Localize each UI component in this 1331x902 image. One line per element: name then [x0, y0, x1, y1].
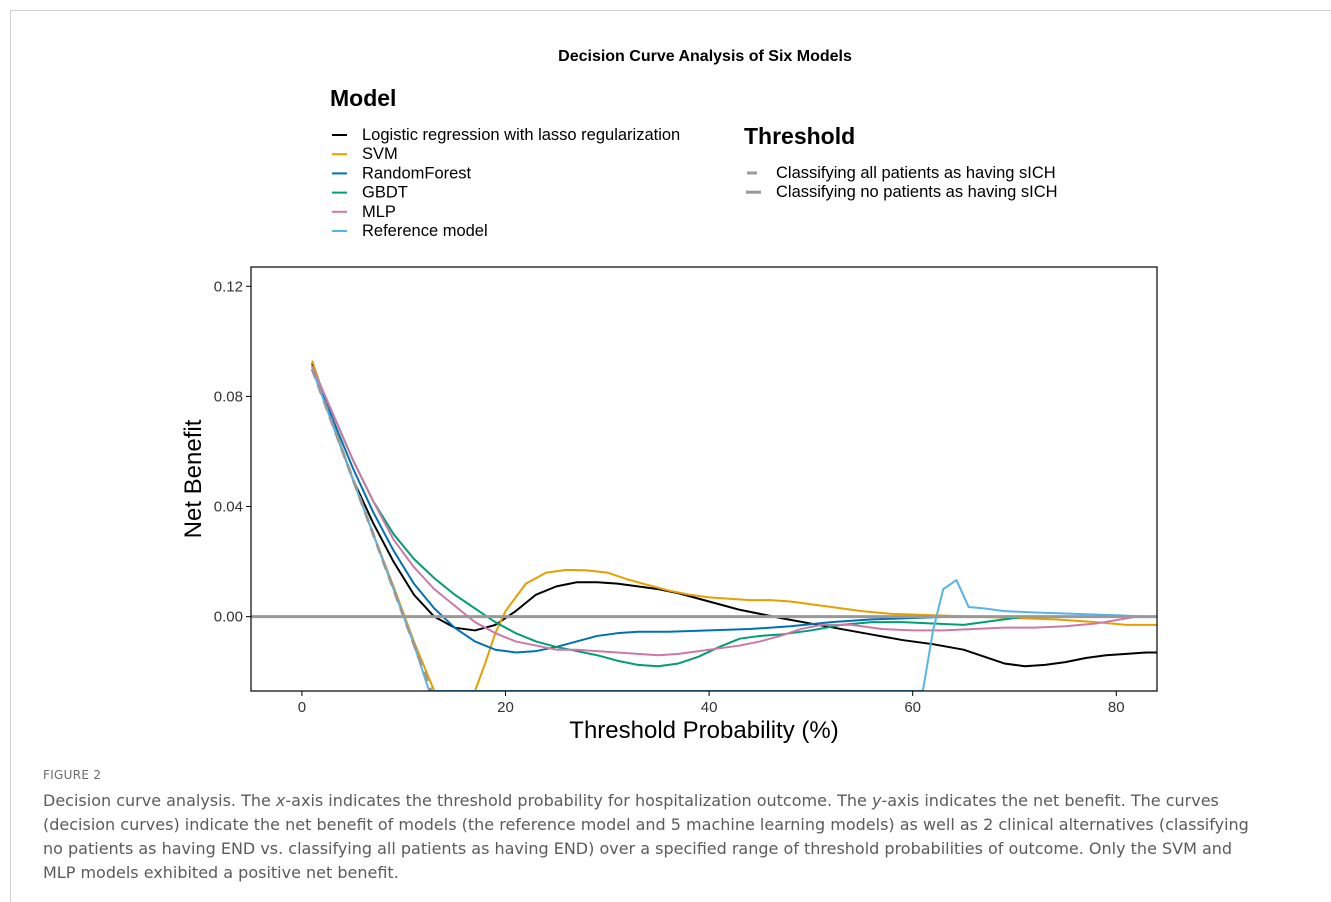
y-tick-label: 0.08: [214, 388, 243, 405]
series-line-5: [311, 368, 1147, 691]
y-axis-label: Net Benefit: [180, 419, 207, 538]
decision-curve-chart: Decision Curve Analysis of Six Models Mo…: [180, 48, 1158, 744]
y-axis: 0.00 0.04 0.08 0.12: [214, 278, 251, 626]
legend-title: Threshold: [744, 123, 855, 149]
legend-label: RandomForest: [362, 164, 472, 182]
series-line-4: [311, 365, 1137, 657]
caption-segment: Decision curve analysis. The: [43, 791, 276, 810]
legend-label: Reference model: [362, 222, 488, 240]
legend-label: Classifying all patients as having sICH: [776, 164, 1056, 182]
series-line-3: [311, 365, 1137, 668]
legend-label: SVM: [362, 145, 398, 163]
plot-area: 0 20 40 60 80 0.00 0.04 0.08 0.12: [214, 266, 1158, 716]
figure-frame-left: [10, 10, 11, 902]
series-line-2: [311, 365, 1137, 654]
plot-border: [250, 266, 1158, 692]
figure-caption: Decision curve analysis. The x-axis indi…: [43, 789, 1263, 885]
y-tick-label: 0.04: [214, 499, 243, 516]
legend-label: Logistic regression with lasso regulariz…: [362, 126, 680, 144]
y-tick-label: 0.12: [214, 278, 243, 295]
x-tick-label: 40: [701, 699, 718, 716]
figure-label: FIGURE 2: [43, 768, 102, 782]
figure-frame-top: [10, 10, 1331, 11]
chart-title: Decision Curve Analysis of Six Models: [558, 48, 852, 65]
x-tick-label: 20: [497, 699, 514, 716]
caption-segment: -axis indicates the net benefit. The cur…: [43, 791, 1249, 882]
series-line-0: [311, 363, 1157, 668]
x-tick-label: 0: [298, 699, 306, 716]
caption-segment: x: [275, 791, 286, 810]
caption-segment: y: [871, 791, 882, 810]
x-tick-label: 60: [904, 699, 921, 716]
x-axis-label: Threshold Probability (%): [569, 717, 838, 744]
y-tick-label: 0.00: [214, 609, 243, 626]
legend-label: Classifying no patients as having sICH: [776, 183, 1058, 201]
legend-label: MLP: [362, 203, 396, 221]
x-axis: 0 20 40 60 80: [298, 691, 1125, 716]
legend-threshold: Threshold Classifying all patients as hav…: [744, 123, 1058, 201]
series-line-6: [310, 368, 433, 691]
legend-model: Model Logistic regression with lasso regu…: [330, 85, 680, 240]
legend-label: GBDT: [362, 184, 408, 202]
legend-title: Model: [330, 85, 396, 111]
series-layer: [251, 360, 1157, 691]
caption-segment: -axis indicates the threshold probabilit…: [285, 791, 872, 810]
x-tick-label: 80: [1108, 699, 1125, 716]
